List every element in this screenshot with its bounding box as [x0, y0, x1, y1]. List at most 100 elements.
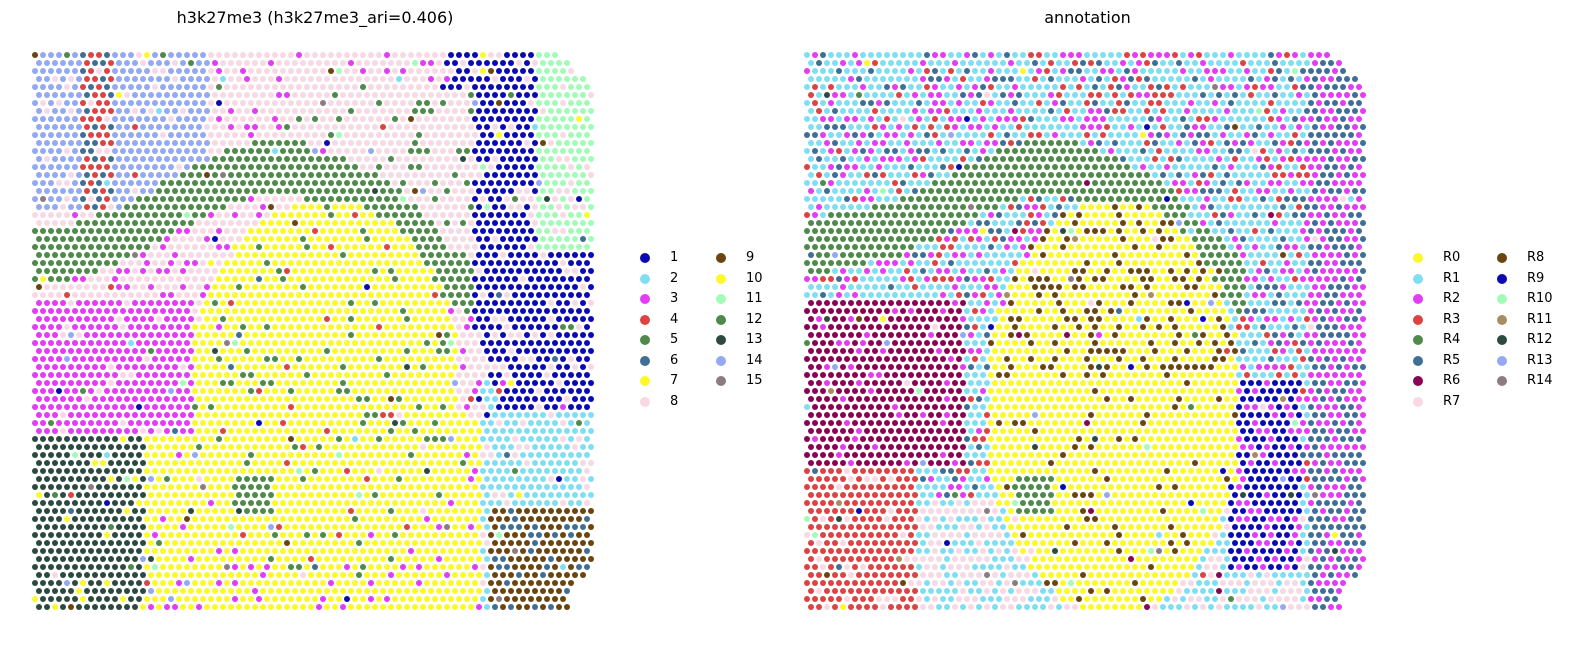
spot — [316, 460, 322, 466]
spot — [356, 220, 362, 226]
spot — [264, 340, 270, 346]
spot — [132, 444, 138, 450]
spot — [56, 580, 62, 586]
spot — [144, 596, 150, 602]
spot — [496, 564, 502, 570]
spot — [96, 436, 102, 442]
spot — [360, 116, 366, 122]
spot — [104, 260, 110, 266]
spot — [248, 484, 254, 490]
spot — [412, 588, 418, 594]
spot — [144, 196, 150, 202]
spot — [108, 332, 114, 338]
spot — [224, 436, 230, 442]
spot — [204, 348, 210, 354]
spot — [364, 524, 370, 530]
spot — [312, 436, 318, 442]
spot — [56, 68, 62, 74]
spot — [96, 276, 102, 282]
spot — [560, 404, 566, 410]
spot — [200, 196, 206, 202]
spot — [428, 492, 434, 498]
spot — [132, 220, 138, 226]
spot — [92, 300, 98, 306]
spot — [192, 468, 198, 474]
spot — [432, 500, 438, 506]
spot — [312, 132, 318, 138]
spot — [188, 140, 194, 146]
spot — [112, 244, 118, 250]
spot — [472, 516, 478, 522]
spot — [532, 172, 538, 178]
spot — [380, 604, 386, 610]
spot — [288, 596, 294, 602]
spot — [456, 548, 462, 554]
spot — [588, 284, 594, 290]
spot — [300, 124, 306, 130]
spot — [236, 460, 242, 466]
spot — [332, 140, 338, 146]
spot — [164, 284, 170, 290]
spot — [484, 476, 490, 482]
spot — [120, 468, 126, 474]
spot — [136, 580, 142, 586]
spot — [376, 372, 382, 378]
spot — [336, 548, 342, 554]
spot — [572, 396, 578, 402]
spot — [56, 356, 62, 362]
spot — [108, 572, 114, 578]
spot — [584, 292, 590, 298]
spot — [588, 492, 594, 498]
spot — [300, 492, 306, 498]
spot — [464, 68, 470, 74]
spot — [492, 236, 498, 242]
spot — [44, 604, 50, 610]
spot — [384, 100, 390, 106]
spot — [188, 92, 194, 98]
spot — [416, 516, 422, 522]
spot — [124, 268, 130, 274]
spot — [292, 556, 298, 562]
spot — [380, 156, 386, 162]
spot — [332, 204, 338, 210]
spot — [396, 460, 402, 466]
spot — [244, 92, 250, 98]
spot — [440, 180, 446, 186]
spot — [128, 516, 134, 522]
spot — [556, 236, 562, 242]
spot — [432, 404, 438, 410]
spot — [252, 316, 258, 322]
spot — [244, 268, 250, 274]
spot — [500, 412, 506, 418]
spot — [440, 372, 446, 378]
spot — [224, 484, 230, 490]
spot — [568, 420, 574, 426]
spot — [576, 340, 582, 346]
spot — [88, 596, 94, 602]
spot — [60, 332, 66, 338]
spot — [832, 60, 838, 66]
spot — [96, 260, 102, 266]
spot — [432, 308, 438, 314]
spot — [988, 52, 994, 58]
spot — [464, 196, 470, 202]
spot — [452, 428, 458, 434]
spot — [396, 76, 402, 82]
spot — [180, 556, 186, 562]
spot — [196, 220, 202, 226]
spot — [464, 148, 470, 154]
spot — [452, 508, 458, 514]
spot — [512, 164, 518, 170]
spot — [420, 60, 426, 66]
spot — [232, 324, 238, 330]
legend-swatch — [640, 314, 650, 325]
spot — [236, 508, 242, 514]
spot — [132, 252, 138, 258]
spot — [72, 340, 78, 346]
spot — [460, 556, 466, 562]
spot — [344, 484, 350, 490]
spot — [588, 92, 594, 98]
spot — [528, 148, 534, 154]
spot — [284, 412, 290, 418]
spot — [472, 420, 478, 426]
